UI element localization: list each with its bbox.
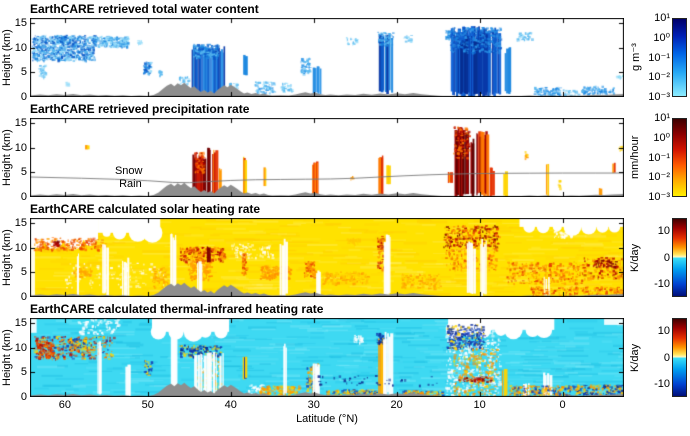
colorbar-precipitation	[672, 118, 687, 197]
y-tick-label: 5	[20, 66, 27, 79]
y-tick-label: 0	[20, 291, 27, 303]
colorbar-tick-label: 10	[657, 325, 670, 338]
x-tick-label: 30	[307, 399, 320, 411]
x-tick-label: 40	[224, 399, 237, 411]
colorbar-tick-label: 10⁻²	[648, 71, 670, 84]
colorbar-tick-label: 10⁻¹	[648, 51, 670, 64]
colorbar-unit-label: mm/hour	[629, 135, 641, 180]
x-axis-label: Latitude (°N)	[296, 413, 358, 425]
y-tick-label: 15	[14, 216, 27, 229]
y-tick-label: 15	[14, 316, 27, 329]
x-tick-label: 60	[58, 399, 71, 411]
panel-precipitation	[30, 118, 624, 197]
y-tick-label: 0	[20, 191, 27, 203]
panel-title-thermal-ir-heating: EarthCARE calculated thermal-infrared he…	[30, 302, 324, 316]
colorbar-tick-label: 10⁻³	[648, 91, 670, 103]
y-tick-label: 0	[20, 91, 27, 103]
y-tick-label: 10	[14, 241, 27, 254]
y-tick-label: 10	[14, 141, 27, 154]
panel-title-water-content: EarthCARE retrieved total water content	[30, 2, 259, 16]
panel-title-precipitation: EarthCARE retrieved precipitation rate	[30, 102, 250, 116]
x-tick-label: 10	[473, 399, 486, 411]
colorbar-tick-label: 0	[663, 351, 670, 364]
panel-water-content	[30, 18, 624, 97]
colorbar-tick-label: 10⁰	[653, 31, 670, 44]
y-tick-label: 10	[14, 41, 27, 54]
y-tick-label: 10	[14, 341, 27, 354]
y-axis-label: Height (km)	[1, 329, 13, 386]
panel-thermal-ir-heating	[30, 318, 624, 397]
solar-heating-plot-canvas	[30, 218, 624, 297]
colorbar-unit-label: K/day	[629, 343, 641, 372]
colorbar-water-content	[672, 18, 687, 97]
colorbar-tick-label: 10⁰	[653, 131, 670, 144]
colorbar-tick-label: 10⁻²	[648, 171, 670, 184]
y-axis-label: Height (km)	[1, 229, 13, 286]
colorbar-tick-label: 10⁻¹	[648, 151, 670, 164]
y-tick-label: 5	[20, 266, 27, 279]
colorbar-tick-label: 10	[657, 225, 670, 238]
colorbar-unit-label: g m⁻³	[630, 43, 642, 72]
colorbar-solar-heating	[672, 218, 687, 297]
y-axis-label: Height (km)	[1, 129, 13, 186]
y-tick-label: 15	[14, 116, 27, 129]
water-content-plot-canvas	[30, 18, 624, 97]
precipitation-plot-canvas	[30, 118, 624, 197]
colorbar-tick-label: 10¹	[654, 112, 670, 124]
panel-title-solar-heating: EarthCARE calculated solar heating rate	[30, 202, 261, 216]
colorbar-tick-label: 0	[663, 251, 670, 264]
colorbar-unit-label: K/day	[629, 243, 641, 272]
thermal-ir-heating-plot-canvas	[30, 318, 624, 397]
x-tick-label: 50	[141, 399, 154, 411]
colorbar-tick-label: -10	[654, 377, 670, 390]
snow-annotation: Snow	[114, 165, 143, 178]
y-axis-label: Height (km)	[1, 29, 13, 86]
y-tick-label: 5	[20, 366, 27, 379]
colorbar-tick-label: 10⁻³	[648, 191, 670, 203]
panel-solar-heating	[30, 218, 624, 297]
colorbar-tick-label: -10	[654, 277, 670, 290]
x-tick-label: 20	[390, 399, 403, 411]
y-tick-label: 5	[20, 166, 27, 179]
colorbar-tick-label: 10¹	[654, 12, 670, 24]
y-tick-label: 15	[14, 16, 27, 29]
rain-annotation: Rain	[119, 178, 142, 191]
y-tick-label: 0	[20, 391, 27, 403]
colorbar-thermal-ir-heating	[672, 318, 687, 397]
x-tick-label: 0	[559, 399, 566, 411]
